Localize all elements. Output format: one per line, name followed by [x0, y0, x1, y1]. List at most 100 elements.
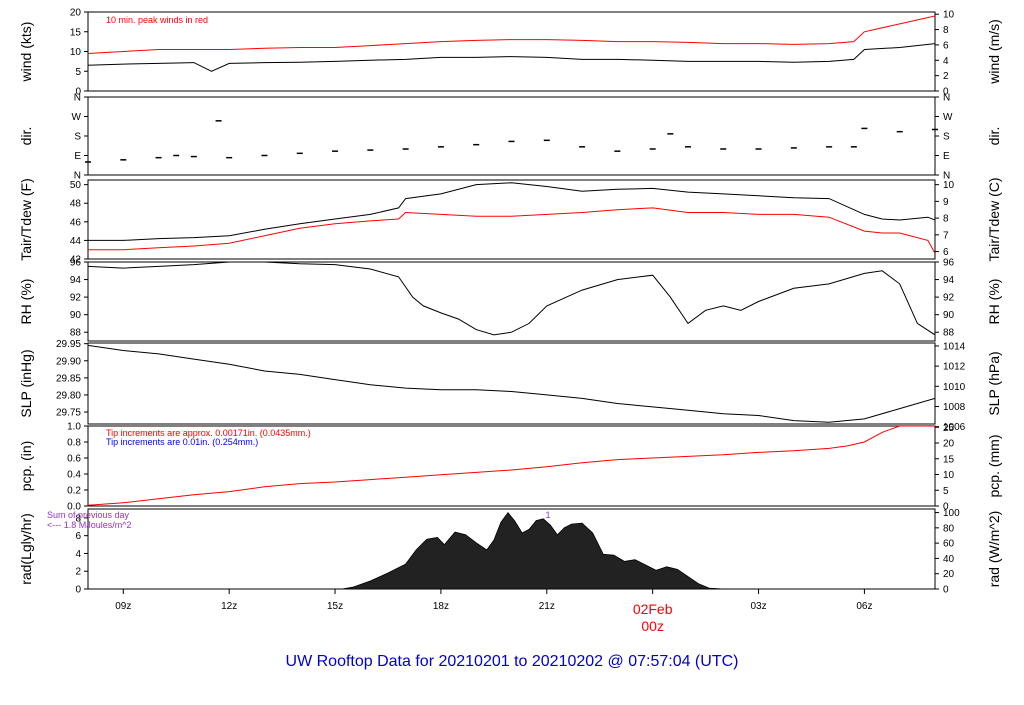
left-tick-label: S — [74, 132, 81, 143]
left-tick-label: 8 — [75, 513, 81, 524]
left-tick-label: 0.6 — [67, 454, 81, 465]
panel-frame — [87, 11, 936, 92]
right-tick-label: 6 — [943, 247, 949, 258]
y-axis-label-left: wind (kts) — [18, 22, 34, 83]
left-tick-label: 48 — [70, 199, 82, 210]
right-tick-label: 8 — [943, 214, 949, 225]
left-tick-label: 29.80 — [56, 390, 81, 401]
pcp-annotation: Tip increments are approx. 0.00171in. (0… — [106, 428, 311, 438]
series-line-wind-0 — [88, 43, 935, 72]
left-tick-label: 0 — [75, 87, 81, 98]
y-axis-label-right: Tair/Tdew (C) — [986, 177, 1002, 261]
series-line-wind-1 — [88, 15, 935, 54]
right-tick-label: 0 — [943, 585, 949, 596]
x-tick-label: 03z — [750, 601, 766, 612]
panel-wind: 0 5 10 15 20 0 2 4 6 8 10 wind (kts) wind (m/s) 10 mi… — [18, 8, 1002, 98]
y-axis-label-left: pcp. (in) — [18, 441, 34, 492]
right-tick-label: 1014 — [943, 341, 966, 352]
right-tick-label: 1012 — [943, 362, 966, 373]
right-tick-label: N — [943, 93, 950, 104]
panel-rh: 88 90 92 94 96 88 90 92 94 96 RH (%) RH (%) — [18, 258, 1002, 342]
left-tick-label: 29.95 — [56, 339, 81, 350]
y-axis-label-right: wind (m/s) — [986, 19, 1002, 85]
right-tick-label: 0 — [943, 87, 949, 98]
right-tick-label: 94 — [943, 275, 955, 286]
rad-marker: 1 — [545, 510, 550, 520]
x-tick-label: 15z — [327, 601, 343, 612]
y-axis-label-right: dir. — [986, 127, 1002, 146]
panel-frame — [87, 179, 936, 260]
right-tick-label: W — [943, 112, 953, 123]
right-tick-label: 100 — [943, 508, 960, 519]
series-line-temp-0 — [88, 182, 935, 241]
x-date-label: 02Feb — [633, 601, 673, 617]
left-tick-label: 0 — [75, 585, 81, 596]
x-tick-label: 12z — [221, 601, 237, 612]
right-tick-label: 1010 — [943, 382, 966, 393]
left-tick-label: 4 — [75, 549, 81, 560]
left-tick-label: 0.8 — [67, 438, 81, 449]
series-line-temp-1 — [88, 207, 935, 254]
right-tick-label: 10 — [943, 10, 955, 21]
left-tick-label: 29.85 — [56, 373, 81, 384]
panel-temp: 42 44 46 48 50 6 7 8 9 10 Tair/Tdew (F) Tair/Tdew (… — [18, 177, 1002, 265]
y-axis-label-right: rad (W/m^2) — [986, 511, 1002, 588]
left-tick-label: 44 — [70, 236, 82, 247]
panel-frame — [87, 96, 936, 176]
y-axis-label-left: dir. — [18, 127, 34, 146]
left-tick-label: 2 — [75, 567, 81, 578]
left-tick-label: N — [74, 171, 81, 182]
footer-title: UW Rooftop Data for 20210201 to 20210202… — [286, 653, 739, 670]
right-tick-label: 10 — [943, 470, 955, 481]
right-tick-label: 96 — [943, 258, 955, 269]
right-tick-label: 10 — [943, 180, 955, 191]
panel-frame — [87, 261, 936, 342]
right-tick-label: 88 — [943, 328, 955, 339]
x-tick-label: 18z — [433, 601, 449, 612]
left-tick-label: 42 — [70, 255, 82, 266]
left-tick-label: 29.75 — [56, 408, 81, 419]
right-tick-label: 6 — [943, 40, 949, 51]
left-tick-label: 88 — [70, 328, 82, 339]
right-tick-label: 20 — [943, 569, 955, 580]
y-axis-label-left: Tair/Tdew (F) — [18, 178, 34, 260]
y-axis-label-left: RH (%) — [18, 279, 34, 325]
left-tick-label: 5 — [75, 67, 81, 78]
right-tick-label: 40 — [943, 554, 955, 565]
left-tick-label: 0.0 — [67, 502, 81, 513]
right-tick-label: 15 — [943, 454, 955, 465]
right-tick-label: 8 — [943, 25, 949, 36]
right-tick-label: E — [943, 151, 950, 162]
panel-pcp: 0.0 0.2 0.4 0.6 0.8 1.0 0 5 10 15 20 25 pcp. (in) pcp… — [18, 422, 1002, 513]
right-tick-label: N — [943, 171, 950, 182]
rad-annotation: <--- 1.8 MJoules/m^2 — [47, 520, 132, 530]
right-tick-label: 1006 — [943, 422, 966, 433]
series-line-slp-0 — [88, 344, 935, 423]
left-tick-label: 50 — [70, 180, 82, 191]
left-tick-label: 6 — [75, 531, 81, 542]
left-tick-label: 94 — [70, 275, 82, 286]
right-tick-label: 0 — [943, 502, 949, 513]
right-tick-label: 92 — [943, 293, 955, 304]
x-tick-label: 21z — [539, 601, 555, 612]
left-tick-label: 15 — [70, 27, 82, 38]
right-tick-label: S — [943, 132, 950, 143]
right-tick-label: 60 — [943, 539, 955, 550]
right-tick-label: 7 — [943, 230, 949, 241]
right-tick-label: 20 — [943, 439, 955, 450]
right-tick-label: 9 — [943, 197, 949, 208]
left-tick-label: 20 — [70, 8, 82, 19]
left-tick-label: 46 — [70, 217, 82, 228]
x-tick-label: 09z — [115, 601, 131, 612]
y-axis-label-left: rad(Lgly/hr) — [18, 513, 34, 585]
right-tick-label: 4 — [943, 56, 949, 67]
right-tick-label: 2 — [943, 71, 949, 82]
pcp-annotation: Tip increments are 0.01in. (0.254mm.) — [106, 437, 258, 447]
left-tick-label: 10 — [70, 47, 82, 58]
right-tick-label: 5 — [943, 486, 949, 497]
